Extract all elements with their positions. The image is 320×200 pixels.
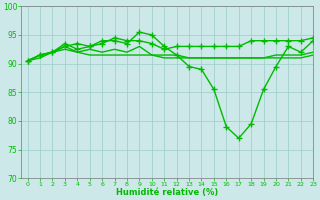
X-axis label: Humidité relative (%): Humidité relative (%)	[116, 188, 219, 197]
